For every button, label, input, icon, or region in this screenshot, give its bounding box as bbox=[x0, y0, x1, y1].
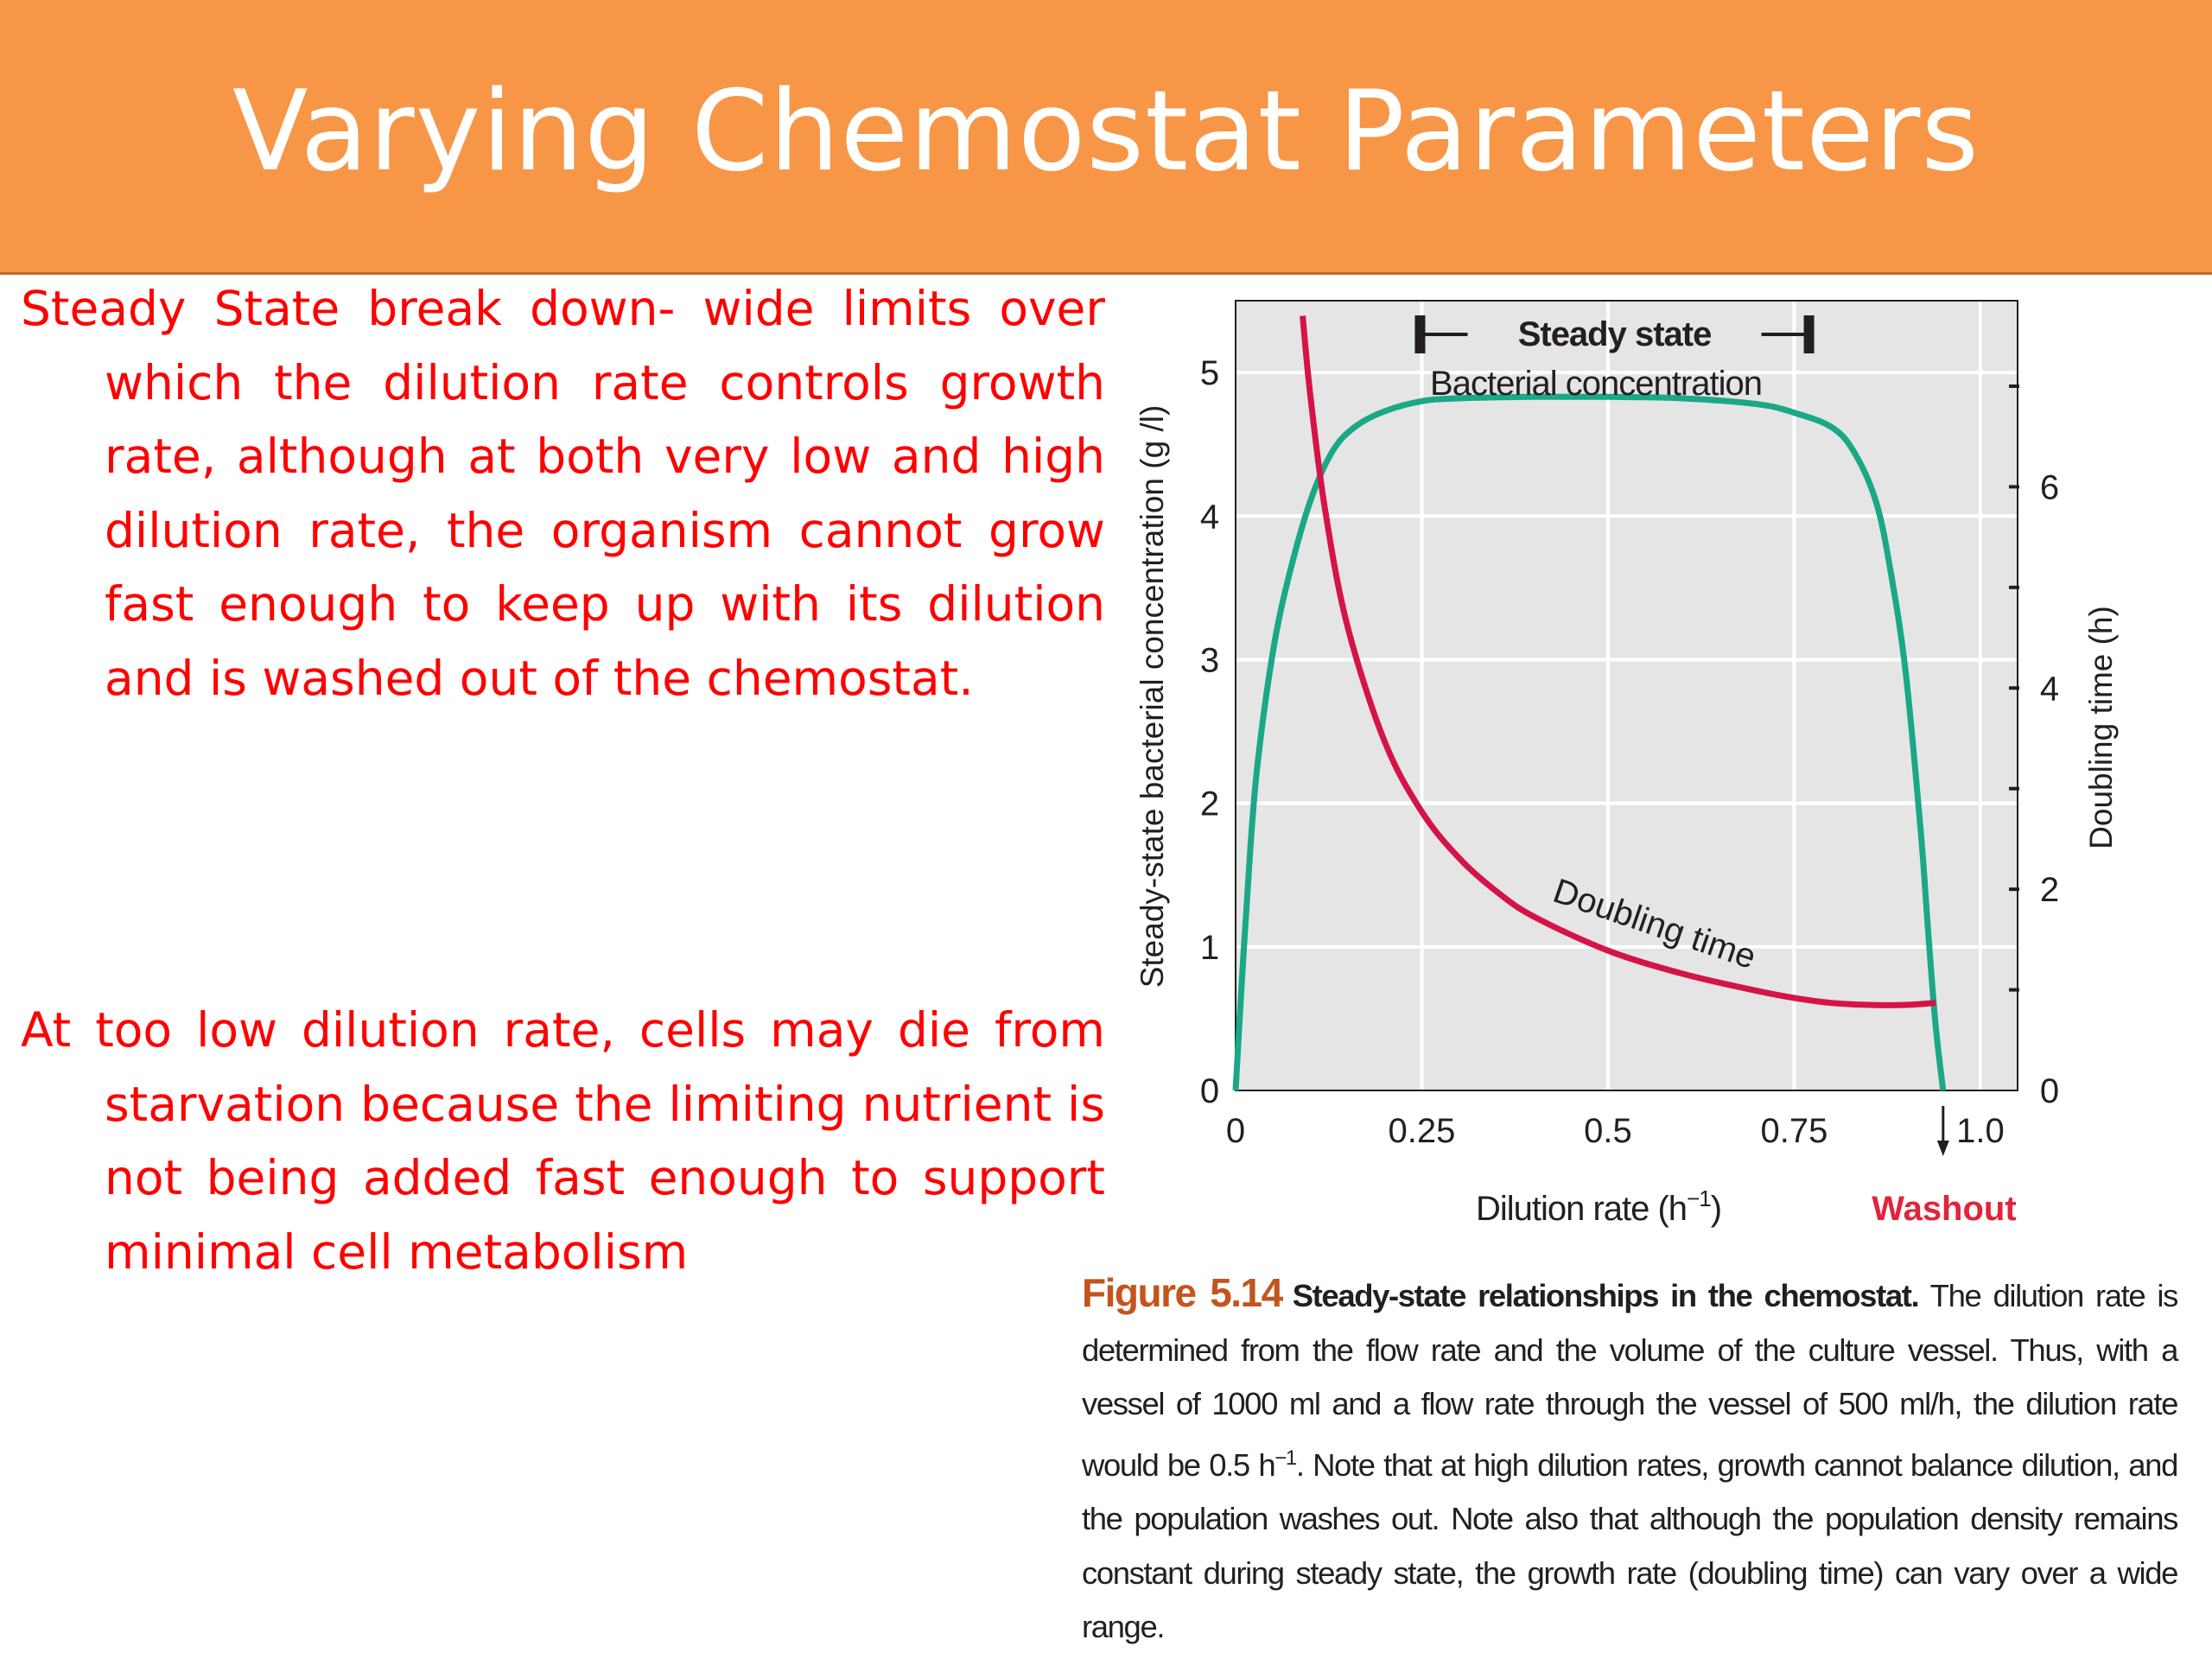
washout-label: Washout bbox=[1872, 1190, 2016, 1228]
x-tick-label-0: 0 bbox=[1226, 1112, 1245, 1150]
y2-tick-label-3: 6 bbox=[2040, 468, 2059, 506]
y2-tick-label-1: 2 bbox=[2040, 871, 2059, 909]
y2-tick-label-2: 4 bbox=[2040, 670, 2059, 708]
series-line-doubling-time bbox=[1300, 315, 1936, 1008]
x-axis-title-sup: −1 bbox=[1687, 1185, 1711, 1211]
plot-frame bbox=[1235, 300, 2018, 1091]
y-tick-label-3: 3 bbox=[1200, 641, 1219, 679]
caption-body-1: The dilution rate is determined from the… bbox=[1082, 1278, 2178, 1483]
y-tick-label-0: 0 bbox=[1200, 1072, 1219, 1110]
paragraph-low-dilution: At too low dilution rate, cells may die … bbox=[21, 1002, 1105, 1280]
chart-annotations: Dilution rate (h−1) Steady-state bacteri… bbox=[1135, 365, 2119, 1228]
paragraph-steady-state: Steady State break down- wide limits ove… bbox=[21, 281, 1105, 706]
plot-background bbox=[1236, 301, 2018, 1090]
y-tick-label-4: 4 bbox=[1200, 498, 1219, 536]
x-tick-label-4: 1.0 bbox=[1956, 1112, 2005, 1150]
figure-caption: Figure 5.14 Steady-state relationships in… bbox=[1082, 1266, 2178, 1655]
y2-tick-label-0: 0 bbox=[2040, 1072, 2059, 1110]
title-bar: Varying Chemostat Parameters bbox=[0, 0, 2212, 275]
x-tick-label-3: 0.75 bbox=[1760, 1112, 1827, 1150]
caption-body-2: . Note that at high dilution rates, grow… bbox=[1082, 1446, 2178, 1645]
y2-axis-title: Doubling time (h) bbox=[2083, 606, 2119, 849]
bacterial-concentration-label: Bacterial concentration bbox=[1430, 365, 1762, 403]
chemostat-chart: 0 0.25 0.5 0.75 1.0 0 1 2 3 4 5 0 2 4 6 Steady state Dou… bbox=[1135, 300, 2119, 1228]
slide-title: Varying Chemostat Parameters bbox=[232, 67, 1980, 196]
y-tick-label-1: 1 bbox=[1200, 929, 1219, 967]
washout-arrow-head bbox=[1936, 1141, 1949, 1156]
caption-figure-label: Figure 5.14 bbox=[1082, 1270, 1283, 1315]
y-tick-label-5: 5 bbox=[1200, 354, 1219, 392]
caption-heading: Steady-state relationships in the chemos… bbox=[1292, 1278, 1920, 1313]
series-line-bacterial-concentration bbox=[1232, 393, 1947, 1091]
x-tick-label-1: 0.25 bbox=[1389, 1112, 1456, 1150]
y-tick-label-2: 2 bbox=[1200, 785, 1219, 823]
steady-state-label: Steady state bbox=[1518, 315, 1712, 353]
x-axis-title: Dilution rate (h−1) bbox=[1476, 1185, 1721, 1228]
caption-superscript: −1 bbox=[1274, 1446, 1297, 1470]
y-axis-title: Steady-state bacterial concentration (g … bbox=[1135, 405, 1170, 988]
x-tick-label-2: 0.5 bbox=[1584, 1112, 1632, 1150]
